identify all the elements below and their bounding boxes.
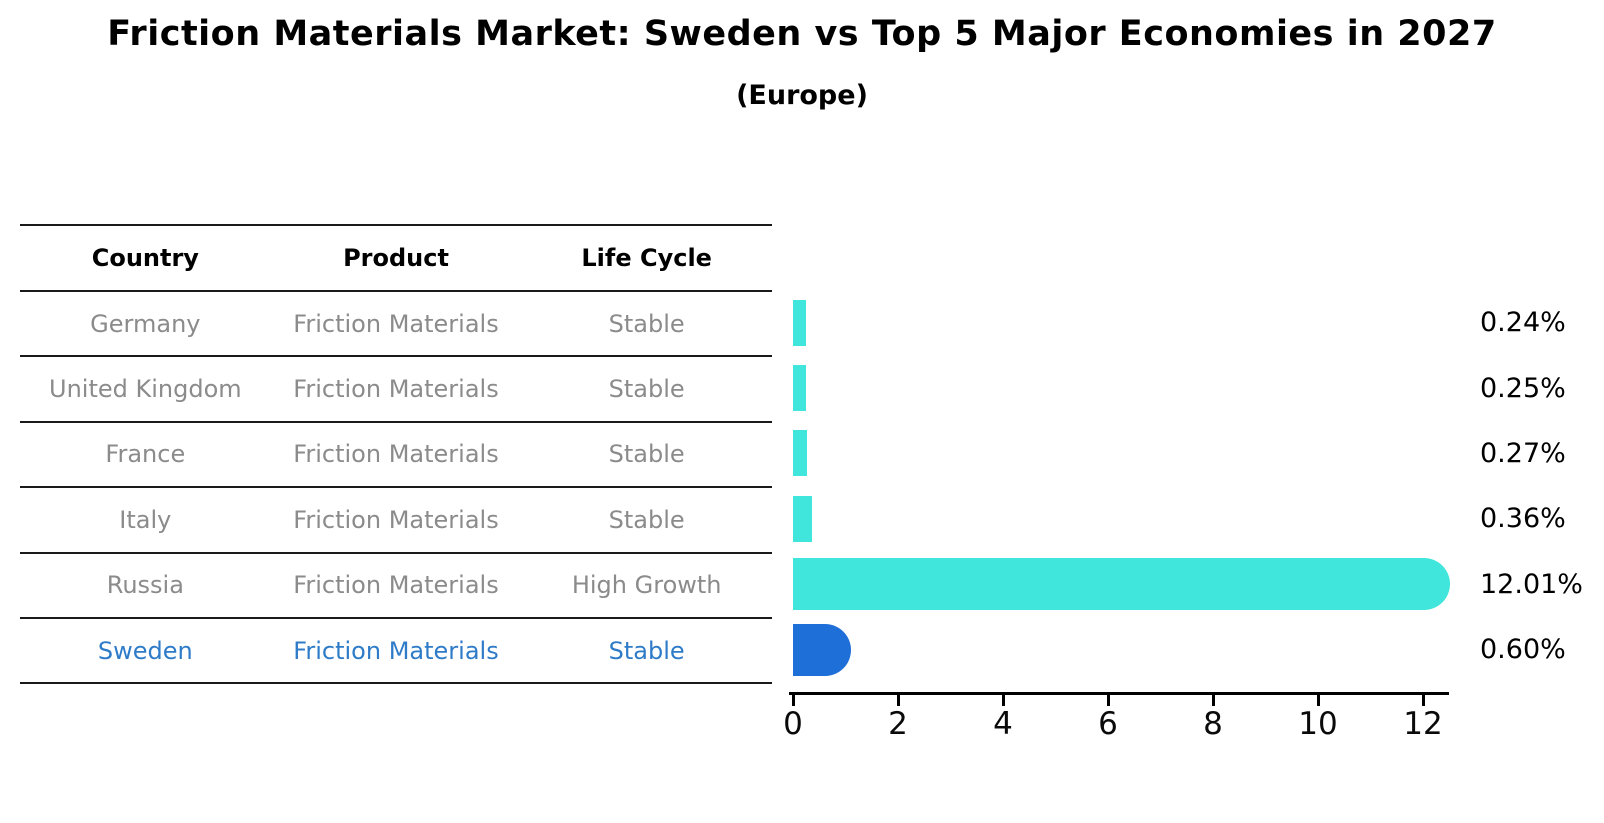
- bar-france: [793, 430, 808, 477]
- bar-slot: [793, 617, 1493, 682]
- chart-subtitle: (Europe): [736, 80, 868, 111]
- table-row: United Kingdom Friction Materials Stable: [20, 357, 772, 423]
- value-label: 0.27%: [1480, 437, 1566, 469]
- x-tick-mark: [896, 695, 900, 706]
- value-label: 0.25%: [1480, 372, 1566, 404]
- bar-united-kingdom: [793, 365, 807, 412]
- bar-germany: [793, 299, 806, 346]
- cell-product: Friction Materials: [293, 375, 499, 404]
- x-tick-label: 0: [783, 706, 803, 742]
- value-label-slot: 0.24%: [1480, 290, 1604, 355]
- x-axis-line: [789, 692, 1449, 695]
- cell-life-cycle: Stable: [608, 440, 685, 469]
- x-tick-label: 10: [1298, 706, 1338, 742]
- cell-country: Italy: [119, 505, 172, 534]
- cell-life-cycle: Stable: [608, 636, 685, 665]
- x-tick-mark: [1316, 695, 1320, 706]
- value-label-slot: 0.27%: [1480, 421, 1604, 486]
- table-row: Germany Friction Materials Stable: [20, 292, 772, 358]
- cell-product: Friction Materials: [293, 309, 499, 338]
- value-label: 0.36%: [1480, 503, 1566, 535]
- x-tick-label: 12: [1403, 706, 1443, 742]
- bar-slot: [793, 355, 1493, 420]
- table-header-row: Country Product Life Cycle: [20, 226, 772, 292]
- value-label: 0.24%: [1480, 307, 1566, 339]
- cell-country: Germany: [90, 309, 201, 338]
- x-tick-mark: [1001, 695, 1005, 706]
- x-tick-label: 8: [1203, 706, 1223, 742]
- x-tick-label: 4: [993, 706, 1013, 742]
- bar-slot: [793, 421, 1493, 486]
- table-body: Germany Friction Materials Stable United Ki…: [20, 292, 772, 685]
- x-tick-mark: [791, 695, 795, 706]
- value-label: 0.60%: [1480, 634, 1566, 666]
- x-tick-mark: [1421, 695, 1425, 706]
- cell-country: Sweden: [97, 636, 193, 665]
- value-label-slot: 0.60%: [1480, 617, 1604, 682]
- cell-life-cycle: High Growth: [571, 571, 722, 600]
- cell-product: Friction Materials: [293, 636, 499, 665]
- value-label-slot: 12.01%: [1480, 552, 1604, 617]
- cell-product: Friction Materials: [293, 571, 499, 600]
- cell-life-cycle: Stable: [608, 309, 685, 338]
- country-table: Country Product Life Cycle Germany Fricti…: [20, 224, 772, 685]
- table-header-product: Product: [343, 244, 449, 272]
- bar-sweden: [793, 623, 851, 676]
- chart-title: Friction Materials Market: Sweden vs Top…: [107, 14, 1497, 54]
- bar-italy: [793, 495, 812, 542]
- cell-product: Friction Materials: [293, 505, 499, 534]
- cell-life-cycle: Stable: [608, 375, 685, 404]
- bar-russia: [793, 558, 1450, 611]
- value-label-slot: 0.36%: [1480, 486, 1604, 551]
- cell-life-cycle: Stable: [608, 505, 685, 534]
- bar-slot: [793, 290, 1493, 355]
- bar-slot: [793, 552, 1493, 617]
- table-row: France Friction Materials Stable: [20, 423, 772, 489]
- cell-product: Friction Materials: [293, 440, 499, 469]
- cell-country: France: [105, 440, 186, 469]
- value-label: 12.01%: [1480, 568, 1583, 600]
- cell-country: Russia: [106, 571, 184, 600]
- x-tick-label: 6: [1098, 706, 1118, 742]
- table-header-country: Country: [91, 244, 199, 272]
- x-tick-mark: [1211, 695, 1215, 706]
- x-tick-mark: [1106, 695, 1110, 706]
- table-row: Sweden Friction Materials Stable: [20, 619, 772, 685]
- cell-country: United Kingdom: [49, 375, 242, 404]
- table-header-life-cycle: Life Cycle: [581, 244, 712, 272]
- table-row: Russia Friction Materials High Growth: [20, 554, 772, 619]
- bar-chart-area: [793, 290, 1493, 682]
- value-labels-column: 0.24% 0.25% 0.27% 0.36% 12.01% 0.60%: [1480, 290, 1604, 682]
- value-label-slot: 0.25%: [1480, 355, 1604, 420]
- x-axis: 0 2 4 6 8 10 12: [783, 692, 1489, 762]
- table-row: Italy Friction Materials Stable: [20, 488, 772, 554]
- x-tick-label: 2: [888, 706, 908, 742]
- bar-slot: [793, 486, 1493, 551]
